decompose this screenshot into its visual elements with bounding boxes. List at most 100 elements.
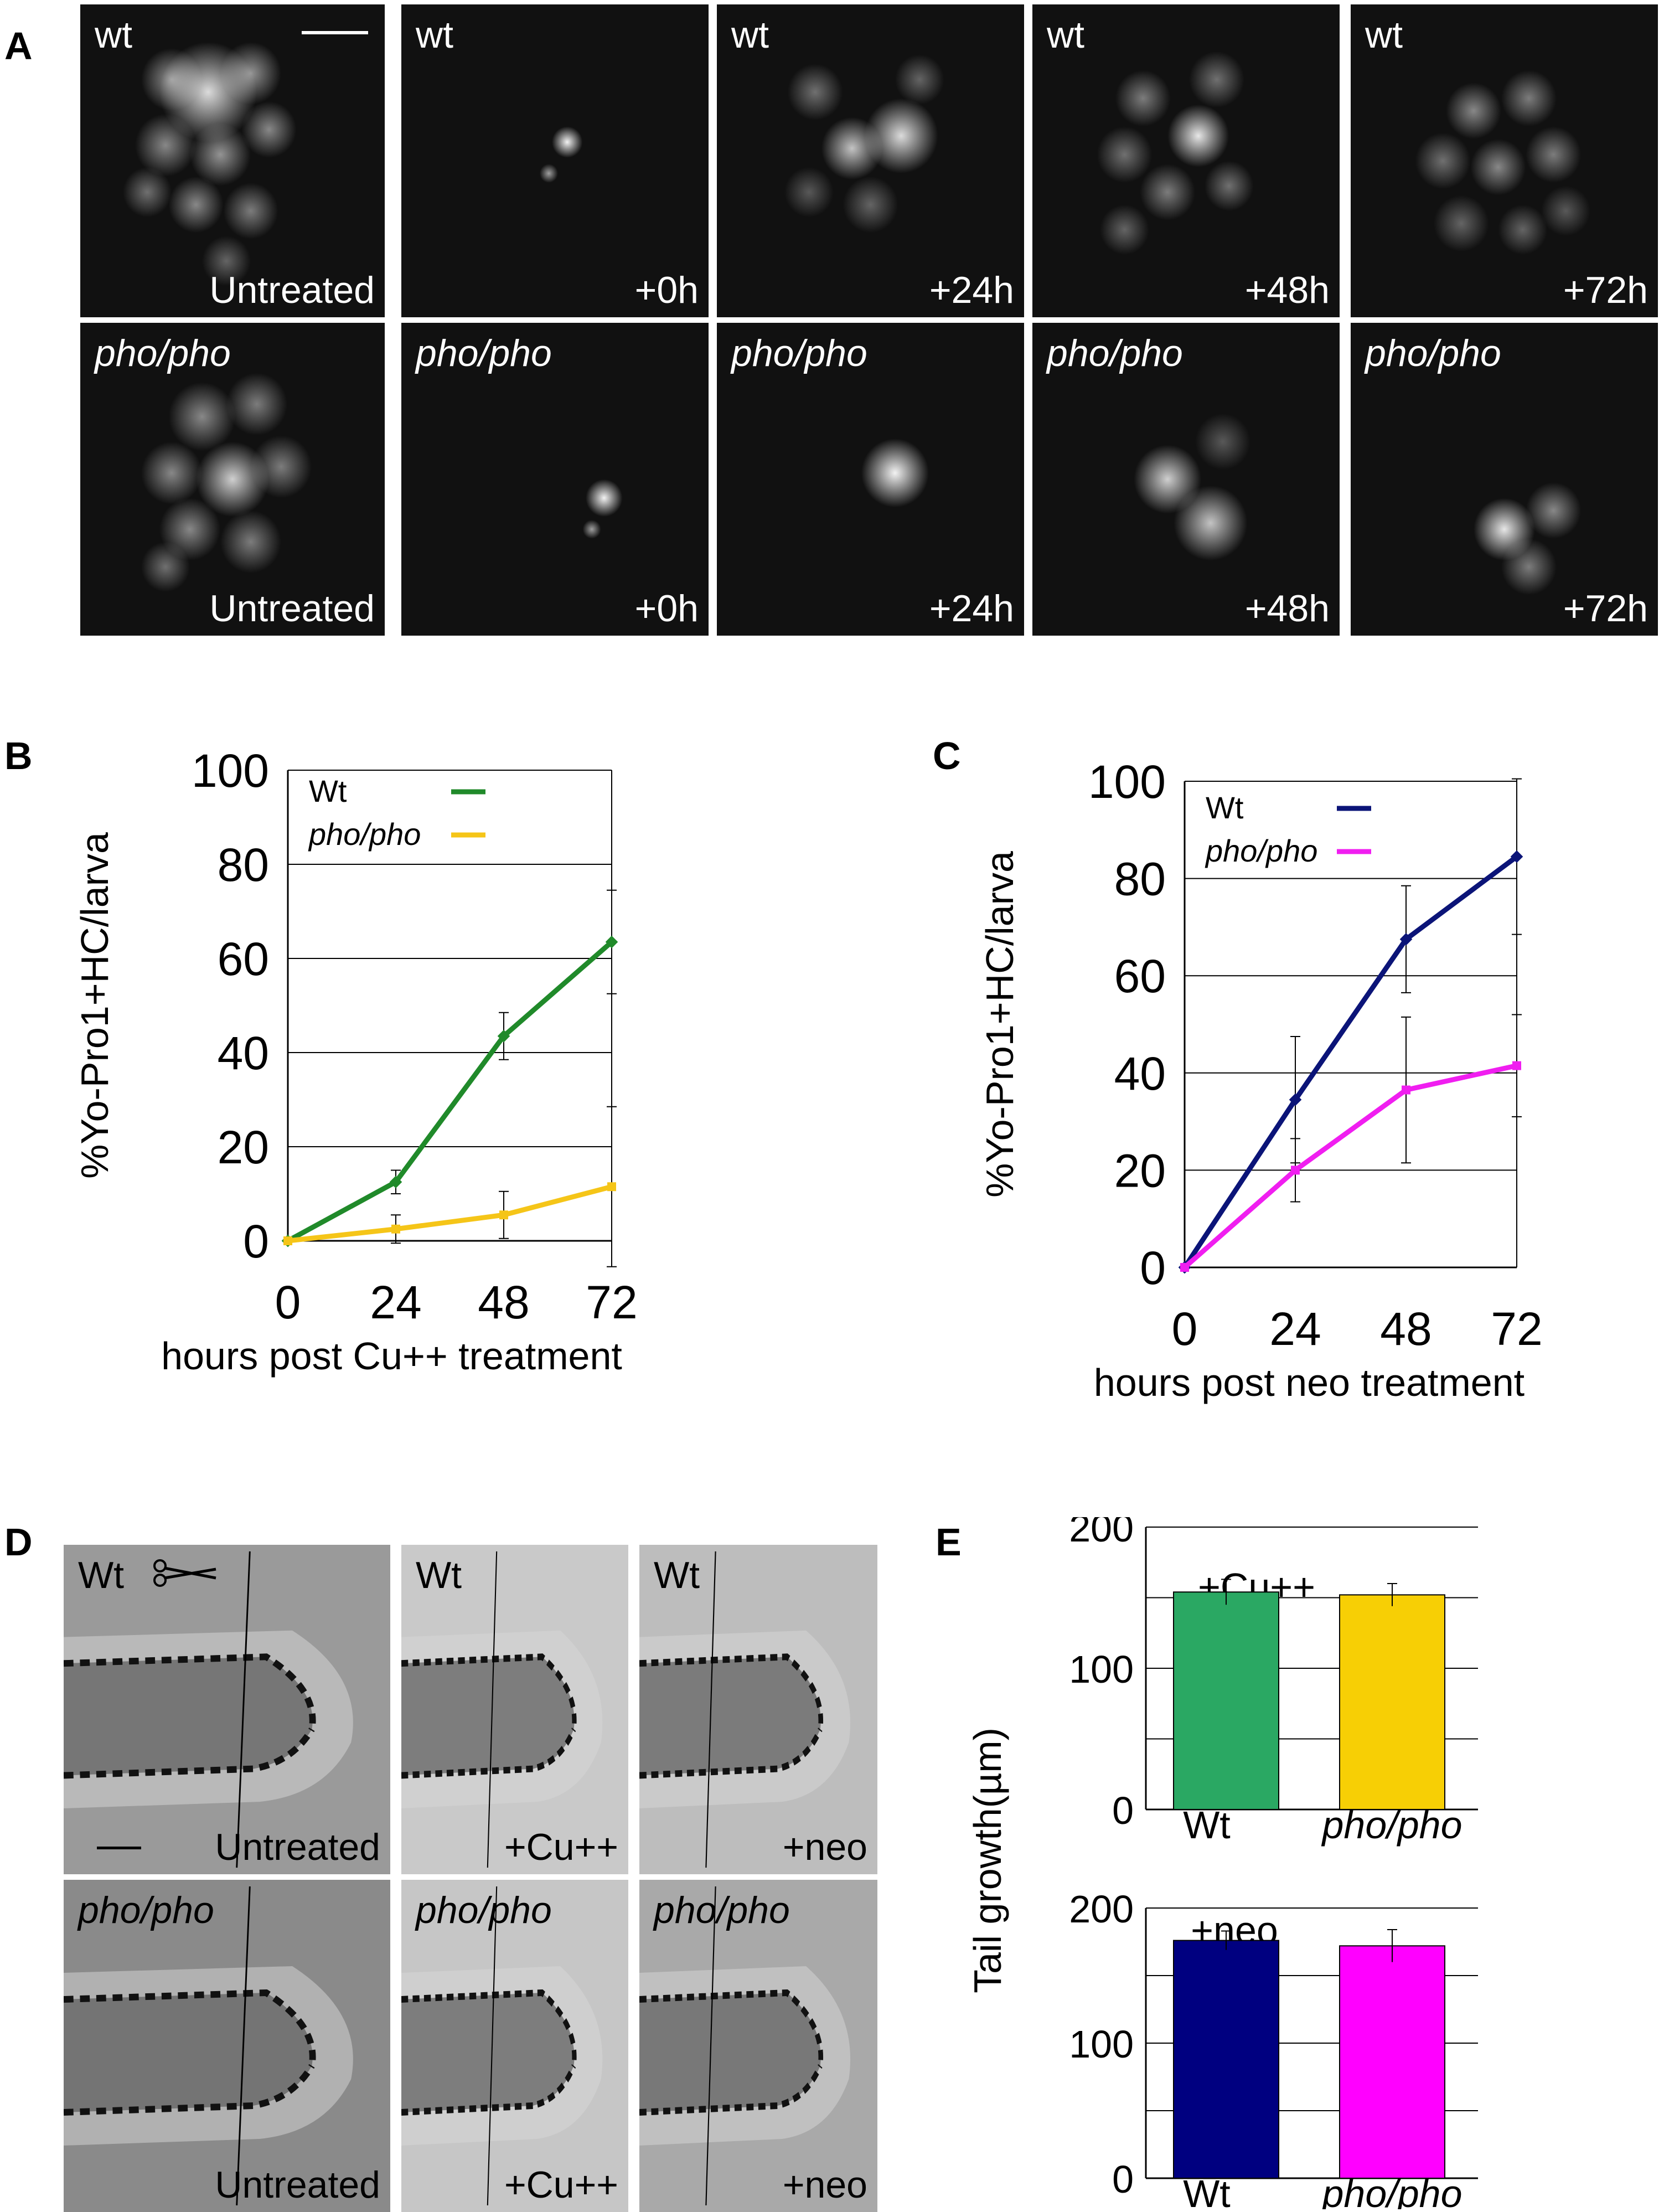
chart-c: 0 20 40 60 80 100 0 24 48 72 hours post neo treatm… bbox=[978, 756, 1543, 1404]
pigment-line bbox=[401, 2064, 576, 2116]
x-category-label: Wt bbox=[1183, 1803, 1231, 1847]
hair-cell-nucleus bbox=[539, 164, 559, 183]
hair-cell-nucleus bbox=[251, 435, 312, 498]
hair-cell-nucleus bbox=[1174, 485, 1248, 561]
notochord bbox=[639, 1993, 821, 2112]
cell-cluster bbox=[539, 126, 583, 183]
cell-cluster bbox=[1134, 413, 1251, 561]
hair-cell-nucleus bbox=[1140, 164, 1196, 220]
notochord bbox=[64, 1993, 313, 2112]
amputation-line bbox=[487, 1551, 498, 1868]
x-category-label: pho/pho bbox=[1321, 1803, 1462, 1847]
data-point bbox=[1510, 850, 1523, 863]
notochord bbox=[64, 1657, 313, 1776]
hair-cell-nucleus bbox=[582, 519, 601, 539]
hair-cell-nucleus bbox=[141, 48, 202, 111]
series-line-2 bbox=[287, 1184, 613, 1244]
hair-cell-nucleus bbox=[190, 123, 251, 186]
pigment-line bbox=[64, 1989, 316, 2066]
scissors-handle bbox=[153, 1559, 167, 1572]
hair-cell-nucleus bbox=[895, 54, 944, 105]
y-tick-label: 80 bbox=[218, 839, 269, 891]
hair-cell-nucleus bbox=[226, 373, 287, 436]
hair-cell-nucleus bbox=[1189, 51, 1244, 108]
hair-cell-nucleus bbox=[196, 441, 269, 517]
cell-cluster bbox=[861, 439, 929, 508]
micrograph-a-2-3: pho/pho +24h bbox=[717, 323, 1024, 636]
x-tick-label: 48 bbox=[478, 1276, 529, 1328]
legend-label: pho/pho bbox=[1205, 833, 1317, 868]
hair-cell-nucleus bbox=[787, 64, 843, 121]
condition-label: +neo bbox=[782, 1826, 867, 1868]
genotype-label: pho/pho bbox=[1365, 332, 1501, 374]
amputation-line bbox=[705, 1551, 716, 1868]
cell-cluster bbox=[1474, 482, 1582, 595]
y-tick-label: 40 bbox=[1114, 1048, 1166, 1100]
pigment-line bbox=[64, 1728, 315, 1779]
data-point bbox=[391, 1224, 400, 1234]
genotype-label: Wt bbox=[78, 1554, 125, 1596]
cell-cluster bbox=[1415, 70, 1590, 255]
hair-cell-nucleus bbox=[861, 439, 929, 508]
genotype-label: wt bbox=[731, 14, 769, 56]
condition-label: +24h bbox=[929, 269, 1014, 311]
legend-label: Wt bbox=[1206, 790, 1244, 825]
tail-fin bbox=[639, 1886, 851, 2206]
scale-bar bbox=[302, 31, 368, 34]
data-point bbox=[607, 1182, 616, 1192]
tail-fin bbox=[401, 1886, 603, 2206]
panel-a-label: A bbox=[4, 24, 33, 68]
genotype-label: pho/pho bbox=[95, 332, 231, 374]
y-tick-label: 0 bbox=[243, 1215, 269, 1267]
hair-cell-nucleus bbox=[1501, 70, 1557, 127]
hair-cell-nucleus bbox=[1415, 132, 1471, 189]
hair-cell-nucleus bbox=[1541, 185, 1590, 236]
y-tick-label: 60 bbox=[1114, 950, 1166, 1002]
genotype-label: pho/pho bbox=[416, 1889, 552, 1931]
panel-c-label: C bbox=[933, 734, 961, 777]
data-point bbox=[283, 1236, 292, 1245]
genotype-label: pho/pho bbox=[654, 1889, 790, 1931]
scissors-icon bbox=[153, 1559, 216, 1587]
micrograph-d-2-3: pho/pho +neo bbox=[639, 1880, 877, 2212]
hair-cell-nucleus bbox=[1167, 104, 1229, 167]
notochord bbox=[639, 1657, 821, 1776]
hair-cell-nucleus bbox=[168, 176, 224, 233]
micrograph-a-2-2: pho/pho +0h bbox=[401, 323, 709, 636]
y-tick-label: 100 bbox=[1069, 2023, 1134, 2066]
cell-cluster bbox=[582, 479, 623, 539]
micrograph-a-2-4: pho/pho +48h bbox=[1032, 323, 1340, 636]
amputation-line bbox=[236, 1551, 251, 1868]
condition-label: +Cu++ bbox=[504, 2164, 618, 2206]
x-tick-label: 0 bbox=[1172, 1303, 1198, 1355]
hair-cell-nucleus bbox=[1446, 83, 1501, 139]
x-tick-label: 72 bbox=[1491, 1303, 1542, 1355]
scale-bar bbox=[97, 1847, 141, 1849]
hair-cell-nucleus bbox=[843, 176, 898, 233]
y-tick-label: 0 bbox=[1112, 2158, 1134, 2201]
amputation-line bbox=[236, 1886, 251, 2206]
genotype-label: pho/pho bbox=[731, 332, 867, 374]
hair-cell-nucleus bbox=[220, 42, 281, 105]
x-tick-label: 24 bbox=[370, 1276, 421, 1328]
panel-d-label: D bbox=[4, 1520, 33, 1564]
hair-cell-nucleus bbox=[168, 382, 236, 451]
data-point bbox=[1512, 1061, 1521, 1070]
hair-cell-nucleus bbox=[1115, 70, 1171, 127]
data-point bbox=[389, 1175, 402, 1189]
hair-cell-nucleus bbox=[123, 167, 172, 218]
tail-fin bbox=[639, 1551, 851, 1868]
legend-label: pho/pho bbox=[308, 817, 421, 852]
panel-b-label: B bbox=[4, 734, 33, 777]
hair-cell-nucleus bbox=[864, 98, 938, 174]
notochord bbox=[401, 1993, 575, 2112]
condition-label: Untreated bbox=[215, 1826, 380, 1868]
y-tick-label: 60 bbox=[218, 933, 269, 985]
condition-label: +0h bbox=[634, 587, 699, 630]
hair-cell-nucleus bbox=[1526, 126, 1582, 183]
hair-cell-nucleus bbox=[1526, 482, 1582, 539]
micrograph-a-2-1: pho/pho Untreated bbox=[80, 323, 385, 636]
hair-cell-nucleus bbox=[784, 167, 834, 218]
condition-label: +Cu++ bbox=[504, 1826, 618, 1868]
